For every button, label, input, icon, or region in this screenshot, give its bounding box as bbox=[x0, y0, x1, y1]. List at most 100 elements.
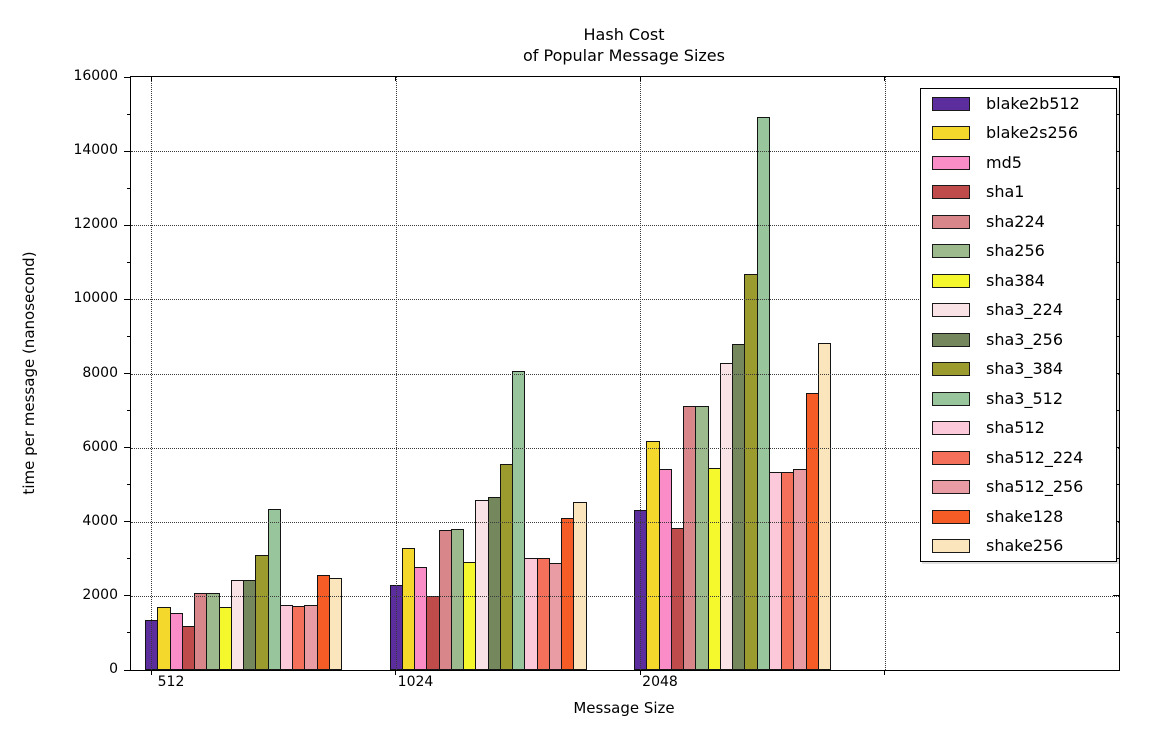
y-gridline bbox=[131, 595, 1119, 597]
legend-label: sha512 bbox=[986, 418, 1045, 438]
y-gridline bbox=[131, 373, 1119, 375]
bar-sha3_384-2048 bbox=[744, 274, 758, 670]
y-minor-tick-left bbox=[127, 558, 131, 560]
x-tick-top bbox=[884, 77, 885, 81]
x-tick-top bbox=[150, 77, 152, 81]
bar-sha256-512 bbox=[206, 592, 220, 670]
bar-blake2s256-512 bbox=[157, 606, 171, 670]
chart-title: Hash Cost of Popular Message Sizes bbox=[130, 24, 1118, 66]
bar-sha3_512-2048 bbox=[756, 116, 770, 670]
x-gridline bbox=[151, 77, 152, 670]
legend-item-sha3_224: sha3_224 bbox=[921, 296, 1116, 326]
y-major-tick-left bbox=[124, 224, 131, 226]
y-minor-tick-left bbox=[127, 335, 131, 337]
bar-shake256-2048 bbox=[817, 343, 831, 670]
y-major-tick-right bbox=[1113, 76, 1119, 78]
bar-sha512_256-2048 bbox=[793, 468, 807, 670]
legend-swatch-sha3_224 bbox=[932, 303, 970, 318]
legend-swatch-sha1 bbox=[932, 185, 970, 200]
bar-sha3_384-1024 bbox=[499, 463, 513, 670]
x-tick-label: 512 bbox=[157, 674, 185, 690]
legend-swatch-sha3_256 bbox=[932, 332, 970, 347]
y-minor-tick-left bbox=[127, 484, 131, 486]
bar-sha224-2048 bbox=[683, 405, 697, 670]
bar-sha256-1024 bbox=[450, 528, 464, 670]
legend-swatch-blake2s256 bbox=[932, 126, 970, 141]
y-tick-label: 16000 bbox=[73, 68, 118, 84]
bar-sha1-512 bbox=[181, 625, 195, 670]
bar-md5-512 bbox=[169, 613, 183, 670]
x-tick-top bbox=[639, 77, 641, 81]
x-gridline bbox=[884, 77, 886, 670]
y-major-tick-left bbox=[124, 447, 131, 449]
bar-blake2s256-2048 bbox=[646, 440, 660, 670]
legend-swatch-md5 bbox=[932, 155, 970, 170]
legend-label: shake128 bbox=[986, 506, 1064, 526]
y-tick-label: 0 bbox=[109, 661, 118, 677]
y-gridline bbox=[131, 225, 1119, 227]
bar-sha512_224-1024 bbox=[536, 558, 550, 670]
bar-sha224-1024 bbox=[438, 530, 452, 670]
y-major-tick-left bbox=[124, 76, 131, 78]
bar-sha3_224-2048 bbox=[719, 363, 733, 670]
bar-sha3_512-1024 bbox=[512, 371, 526, 670]
x-gridline bbox=[640, 77, 641, 670]
bar-sha224-512 bbox=[194, 592, 208, 670]
y-minor-tick-right bbox=[1116, 558, 1119, 560]
y-minor-tick-right bbox=[1116, 410, 1119, 412]
bar-sha3_224-512 bbox=[230, 580, 244, 670]
legend-label: shake256 bbox=[986, 536, 1064, 556]
x-tick-bottom bbox=[395, 670, 396, 675]
x-tick-bottom bbox=[884, 670, 885, 675]
legend-item-shake128: shake128 bbox=[921, 502, 1116, 532]
y-minor-tick-left bbox=[127, 632, 131, 634]
y-tick-label: 4000 bbox=[82, 512, 118, 529]
x-tick-label: 1024 bbox=[397, 674, 434, 690]
x-gridline bbox=[395, 77, 397, 670]
bar-sha384-512 bbox=[218, 606, 232, 670]
x-tick-top bbox=[395, 77, 396, 81]
y-major-tick-right bbox=[1113, 669, 1119, 671]
y-major-tick-left bbox=[124, 298, 131, 300]
bar-sha512_224-512 bbox=[292, 605, 306, 670]
legend-label: sha3_512 bbox=[986, 388, 1063, 408]
bar-sha3_256-2048 bbox=[732, 343, 746, 670]
legend-item-sha512_256: sha512_256 bbox=[921, 473, 1116, 503]
y-major-tick-right bbox=[1113, 595, 1119, 597]
legend-item-sha224: sha224 bbox=[921, 207, 1116, 237]
legend-label: blake2b512 bbox=[986, 93, 1080, 113]
legend-swatch-shake128 bbox=[932, 509, 970, 524]
bar-sha256-2048 bbox=[695, 405, 709, 670]
legend-item-sha3_256: sha3_256 bbox=[921, 325, 1116, 355]
y-gridline bbox=[131, 521, 1119, 523]
bar-sha512_224-2048 bbox=[781, 472, 795, 670]
y-minor-tick-right bbox=[1116, 484, 1119, 486]
y-minor-tick-left bbox=[127, 410, 131, 412]
bar-md5-2048 bbox=[658, 469, 672, 670]
bar-shake128-1024 bbox=[561, 518, 575, 670]
y-minor-tick-left bbox=[127, 113, 131, 115]
legend-item-sha3_384: sha3_384 bbox=[921, 355, 1116, 385]
bar-sha3_256-512 bbox=[243, 580, 257, 670]
bar-sha1-1024 bbox=[426, 595, 440, 670]
bar-sha512_256-512 bbox=[304, 605, 318, 670]
legend-label: sha512_224 bbox=[986, 447, 1084, 467]
legend-swatch-blake2b512 bbox=[932, 96, 970, 111]
y-major-tick-left bbox=[124, 373, 131, 374]
bar-sha384-1024 bbox=[463, 561, 477, 670]
bar-shake128-2048 bbox=[805, 393, 819, 670]
y-tick-label: 8000 bbox=[82, 364, 118, 381]
y-tick-label: 14000 bbox=[73, 142, 118, 159]
legend-label: blake2s256 bbox=[986, 123, 1078, 143]
legend-swatch-sha3_512 bbox=[932, 391, 970, 406]
y-tick-label: 12000 bbox=[73, 216, 118, 233]
legend: blake2b512 blake2s256 md5 sha1 sha224 sha256 s… bbox=[920, 88, 1117, 562]
bar-sha512-512 bbox=[279, 604, 293, 670]
bar-sha512_256-1024 bbox=[548, 562, 562, 670]
legend-label: sha384 bbox=[986, 270, 1045, 290]
x-tick-bottom bbox=[150, 670, 152, 675]
x-tick-bottom bbox=[639, 670, 641, 675]
y-major-tick-left bbox=[124, 150, 131, 152]
legend-swatch-sha512 bbox=[932, 421, 970, 436]
bar-shake256-1024 bbox=[573, 502, 587, 670]
